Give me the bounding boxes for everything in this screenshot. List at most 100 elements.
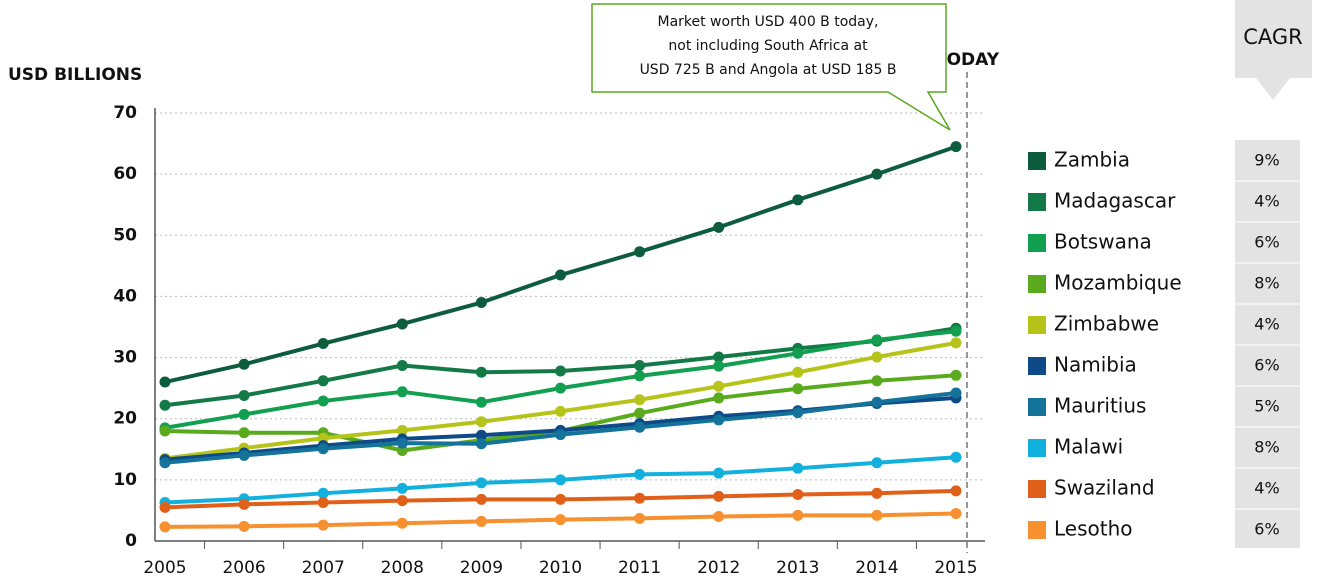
legend-swatch bbox=[1028, 439, 1046, 457]
data-point bbox=[238, 427, 250, 439]
data-point bbox=[713, 414, 725, 426]
y-tick-label: 70 bbox=[113, 103, 137, 123]
cagr-value: 5% bbox=[1254, 397, 1279, 416]
cagr-value: 6% bbox=[1254, 520, 1279, 539]
data-point bbox=[555, 474, 566, 486]
data-point bbox=[555, 405, 566, 417]
data-point bbox=[475, 429, 487, 441]
data-point bbox=[713, 467, 725, 479]
data-point bbox=[238, 520, 250, 532]
data-point bbox=[317, 395, 329, 407]
data-point bbox=[634, 407, 646, 419]
data-point bbox=[871, 375, 883, 387]
x-tick-label: 2009 bbox=[460, 558, 503, 578]
data-point bbox=[317, 487, 329, 499]
data-point bbox=[713, 360, 725, 372]
x-tick-label: 2006 bbox=[222, 558, 265, 578]
legend-swatch bbox=[1028, 152, 1046, 170]
x-tick-label: 2013 bbox=[776, 558, 819, 578]
x-tick-label: 2014 bbox=[855, 558, 898, 578]
cagr-value: 4% bbox=[1254, 192, 1279, 211]
legend-label: Lesotho bbox=[1054, 517, 1133, 541]
data-point bbox=[713, 490, 725, 502]
data-point bbox=[159, 457, 171, 469]
cagr-header-box bbox=[1235, 0, 1312, 100]
data-point bbox=[396, 424, 408, 436]
legend-label: Malawi bbox=[1054, 435, 1123, 459]
data-point bbox=[238, 449, 250, 461]
data-point bbox=[475, 438, 487, 450]
data-point bbox=[950, 369, 962, 381]
data-point bbox=[792, 383, 804, 395]
data-point bbox=[871, 487, 883, 499]
y-tick-label: 20 bbox=[113, 409, 137, 429]
data-point bbox=[713, 221, 725, 233]
data-point bbox=[871, 334, 883, 346]
data-point bbox=[396, 318, 408, 330]
x-tick-label: 2008 bbox=[381, 558, 424, 578]
y-tick-label: 60 bbox=[113, 164, 137, 184]
data-point bbox=[950, 141, 962, 153]
data-point bbox=[317, 338, 329, 350]
data-point bbox=[396, 386, 408, 398]
cagr-value: 4% bbox=[1254, 315, 1279, 334]
data-point bbox=[871, 457, 883, 469]
data-point bbox=[792, 194, 804, 206]
data-point bbox=[475, 396, 487, 408]
data-point bbox=[317, 375, 329, 387]
data-point bbox=[634, 512, 646, 524]
data-point bbox=[317, 519, 329, 531]
data-point bbox=[634, 370, 646, 382]
legend-label: Zimbabwe bbox=[1054, 312, 1159, 336]
data-point bbox=[317, 496, 329, 508]
data-point bbox=[238, 358, 250, 370]
data-point bbox=[634, 421, 646, 433]
data-point bbox=[555, 493, 566, 505]
data-point bbox=[396, 495, 408, 507]
data-point bbox=[950, 387, 962, 399]
legend-label: Mauritius bbox=[1054, 394, 1146, 418]
legend-label: Namibia bbox=[1054, 353, 1137, 377]
cagr-column bbox=[1235, 140, 1300, 548]
data-point bbox=[950, 337, 962, 349]
legend-swatch bbox=[1028, 193, 1046, 211]
legend-swatch bbox=[1028, 275, 1046, 293]
cagr-value: 6% bbox=[1254, 233, 1279, 252]
data-point bbox=[159, 376, 171, 388]
data-point bbox=[792, 489, 804, 501]
data-point bbox=[950, 485, 962, 497]
y-tick-label: 10 bbox=[113, 470, 137, 490]
data-point bbox=[713, 511, 725, 523]
legend-swatch bbox=[1028, 357, 1046, 375]
data-point bbox=[475, 366, 487, 378]
y-tick-label: 0 bbox=[125, 531, 137, 551]
y-axis-label: USD BILLIONS bbox=[8, 65, 142, 85]
data-point bbox=[950, 507, 962, 519]
cagr-value: 8% bbox=[1254, 438, 1279, 457]
cagr-header: CAGR bbox=[1243, 25, 1303, 49]
data-point bbox=[159, 501, 171, 513]
legend-label: Zambia bbox=[1054, 148, 1130, 172]
data-point bbox=[792, 462, 804, 474]
x-tick-label: 2011 bbox=[618, 558, 661, 578]
data-point bbox=[475, 477, 487, 489]
data-point bbox=[871, 509, 883, 521]
annotation-line: not including South Africa at bbox=[668, 38, 868, 54]
data-point bbox=[396, 482, 408, 494]
y-tick-label: 30 bbox=[113, 348, 137, 368]
data-point bbox=[475, 515, 487, 527]
data-point bbox=[792, 509, 804, 521]
cagr-value: 6% bbox=[1254, 356, 1279, 375]
data-point bbox=[475, 297, 487, 309]
data-point bbox=[713, 380, 725, 392]
data-point bbox=[634, 246, 646, 258]
data-point bbox=[713, 351, 725, 363]
data-point bbox=[634, 394, 646, 406]
callout bbox=[591, 3, 951, 131]
data-point bbox=[238, 408, 250, 420]
data-point bbox=[634, 360, 646, 372]
data-point bbox=[792, 407, 804, 419]
series-line bbox=[164, 340, 957, 461]
data-point bbox=[555, 429, 566, 441]
